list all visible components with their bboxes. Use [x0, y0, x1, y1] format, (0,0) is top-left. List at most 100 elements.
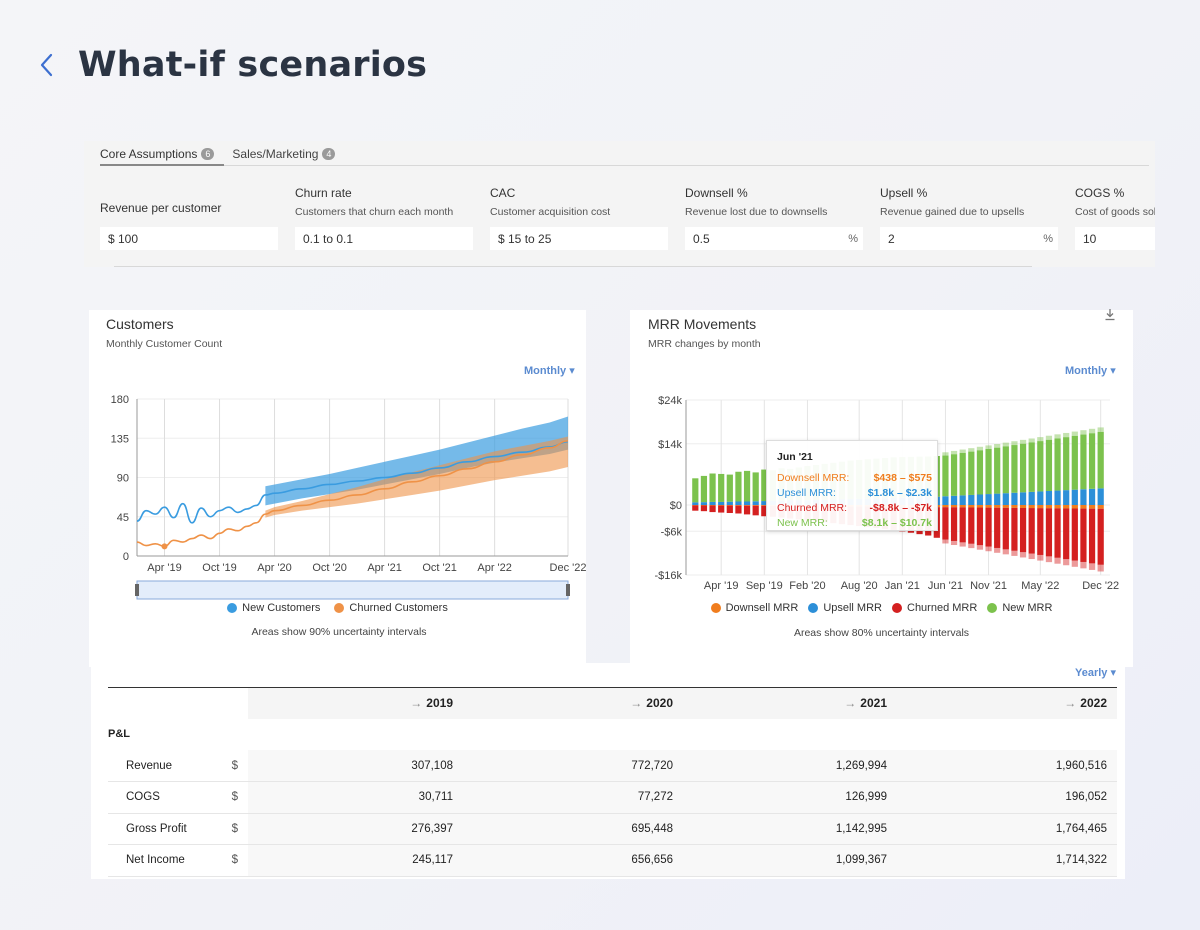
bar-downsell — [743, 505, 751, 506]
bar-new — [1088, 433, 1096, 489]
bar-new-uncertainty — [1071, 431, 1078, 436]
bar-new — [959, 452, 966, 496]
bar-upsell — [700, 502, 708, 505]
tooltip-row-churned: Churned MRR: -$8.8k – -$7k — [777, 502, 932, 514]
currency-symbol: $ — [216, 844, 248, 877]
bar-new — [752, 472, 759, 502]
field-description: Revenue gained due to upsells — [880, 206, 1025, 218]
tab-core-assumptions[interactable]: Core Assumptions 6 — [100, 141, 215, 167]
table-cell: 196,052 — [897, 781, 1117, 814]
back-button[interactable] — [32, 45, 62, 85]
bar-downsell — [1088, 505, 1096, 509]
bar-churned — [743, 505, 751, 515]
bar-upsell — [726, 501, 733, 505]
empty-cell — [463, 719, 683, 751]
bar-upsell — [1045, 491, 1053, 505]
churn-rate-input[interactable]: 0.1 to 0.1 — [295, 227, 473, 250]
bar-downsell — [1071, 505, 1078, 509]
bar-downsell — [1097, 505, 1104, 509]
mrr-chart-card: MRR Movements MRR changes by month Month… — [630, 308, 1133, 667]
chart-note: Areas show 80% uncertainty intervals — [793, 627, 970, 639]
tooltip-row-value: $438 – $575 — [873, 472, 932, 484]
downsell-input[interactable]: 0.5% — [685, 227, 863, 250]
chart-legend: New Customers Churned Customers — [89, 602, 586, 614]
bar-upsell — [1080, 489, 1087, 505]
column-header[interactable]: → 2019 — [248, 687, 463, 719]
bar-new — [692, 478, 699, 503]
period-dropdown[interactable]: Monthly ▾ — [524, 365, 575, 377]
table-row: Net Income $245,117 656,656 1,099,367 1,714,… — [108, 844, 1117, 877]
bar-churned-uncertainty — [994, 547, 1001, 553]
legend-label: Churned MRR — [907, 602, 978, 614]
tooltip-row-new: New MRR: $8.1k – $10.7k — [777, 517, 932, 529]
bar-churned — [968, 507, 975, 544]
page-title: What-if scenarios — [78, 45, 428, 85]
cac-input[interactable]: $ 15 to 25 — [490, 227, 668, 250]
bar-new — [709, 473, 716, 502]
field-label: COGS % — [1075, 186, 1125, 200]
bar-new — [976, 450, 984, 495]
period-dropdown[interactable]: Monthly ▾ — [1065, 365, 1116, 377]
bar-new-uncertainty — [950, 450, 958, 455]
table-cell: 126,999 — [683, 781, 897, 814]
bar-new — [1019, 443, 1027, 493]
bar-new-uncertainty — [1037, 437, 1044, 442]
bar-churned-uncertainty — [1097, 564, 1104, 572]
revenue-per-customer-input[interactable]: $ 100 — [100, 227, 278, 250]
legend-item-new[interactable]: New MRR — [987, 602, 1052, 614]
field-label: CAC — [490, 186, 516, 200]
header-cell — [108, 687, 216, 719]
bar-downsell — [968, 505, 975, 508]
column-header[interactable]: → 2022 — [897, 687, 1117, 719]
tab-sales-marketing[interactable]: Sales/Marketing 4 — [232, 141, 336, 167]
legend-item-churned[interactable]: Churned MRR — [892, 602, 977, 614]
legend-item-new-customers[interactable]: New Customers — [227, 602, 320, 614]
x-tick-label: Feb '20 — [789, 580, 825, 592]
bar-churned — [1097, 508, 1104, 565]
field-description: Revenue lost due to downsells — [685, 206, 828, 218]
table-cell: 1,764,465 — [897, 813, 1117, 845]
bar-new — [1011, 445, 1018, 493]
download-button[interactable] — [1104, 308, 1116, 327]
column-header[interactable]: → 2021 — [683, 687, 897, 719]
column-header[interactable]: → 2020 — [463, 687, 683, 719]
y-tick-label: 180 — [111, 394, 129, 406]
bar-new-uncertainty — [1019, 439, 1027, 444]
currency-symbol: $ — [216, 813, 248, 845]
bar-churned — [1063, 508, 1070, 560]
x-tick-label: Apr '21 — [367, 562, 402, 574]
range-handle-right — [566, 584, 570, 596]
bar-churned — [1019, 507, 1027, 553]
legend-label: Downsell MRR — [725, 602, 799, 614]
table-cell: 1,714,322 — [897, 844, 1117, 877]
period-dropdown[interactable]: Yearly ▾ — [1075, 667, 1116, 679]
x-tick-label: Apr '22 — [477, 562, 512, 574]
bar-new-uncertainty — [1054, 434, 1061, 439]
legend-item-downsell[interactable]: Downsell MRR — [710, 602, 799, 614]
bar-downsell — [752, 505, 759, 506]
bar-churned-uncertainty — [1037, 554, 1044, 561]
bar-upsell — [692, 502, 699, 505]
bar-churned-uncertainty — [1063, 559, 1070, 566]
upsell-input[interactable]: 2% — [880, 227, 1058, 250]
bar-new — [718, 473, 725, 502]
table-cell: 276,397 — [248, 813, 463, 845]
customers-chart: 0 45 90 135 180 Apr '19 Oct '19 Apr '20 Oct '20 A… — [111, 394, 586, 600]
cogs-input[interactable]: 10 — [1075, 227, 1155, 250]
bar-downsell — [976, 505, 984, 508]
bar-new-uncertainty — [1097, 427, 1104, 432]
field-downsell: Downsell % Revenue lost due to downsells… — [685, 185, 880, 257]
assumption-tabs: Core Assumptions 6 Sales/Marketing 4 — [100, 141, 353, 167]
bar-churned — [709, 505, 716, 513]
x-tick-label: Nov '21 — [970, 580, 1007, 592]
table-cell: 77,272 — [463, 781, 683, 814]
bar-upsell — [735, 501, 742, 505]
chart-title: Customers — [106, 316, 174, 332]
period-label: Monthly — [524, 365, 567, 377]
table-cell: 1,099,367 — [683, 844, 897, 877]
bar-churned — [942, 507, 949, 540]
legend-item-churned-customers[interactable]: Churned Customers — [334, 602, 448, 614]
bar-upsell — [959, 495, 966, 505]
legend-item-upsell[interactable]: Upsell MRR — [808, 602, 882, 614]
chevron-left-icon — [40, 53, 53, 77]
